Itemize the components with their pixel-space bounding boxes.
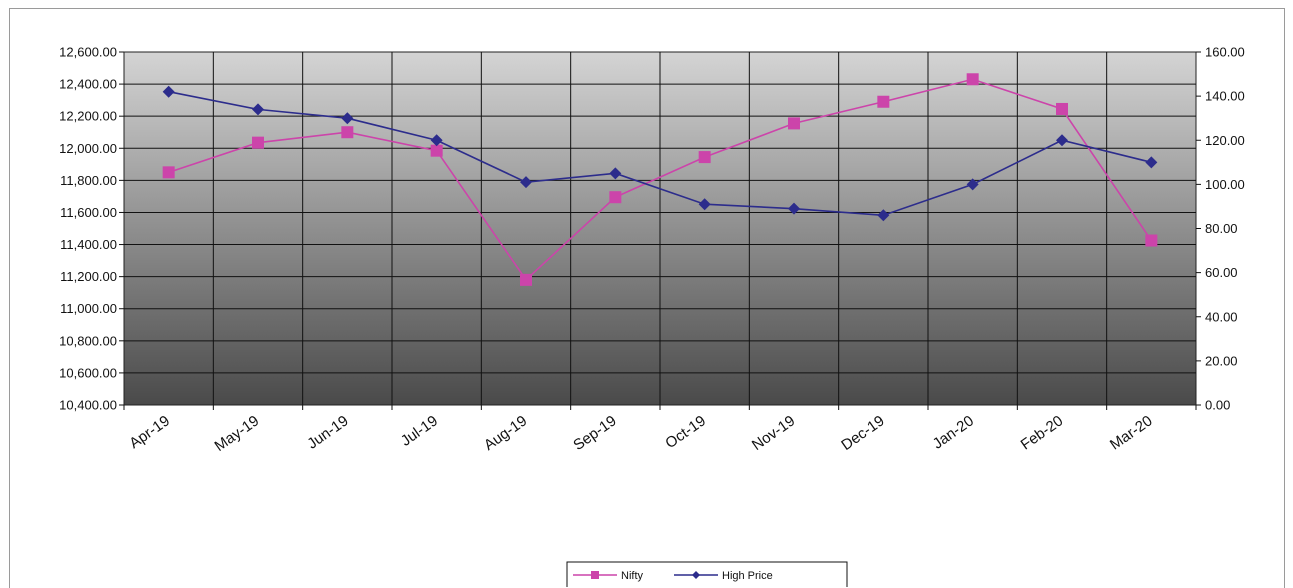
right-tick-label: 120.00 (1205, 133, 1245, 148)
data-point-high-price (341, 112, 354, 125)
data-point-high-price (788, 202, 800, 215)
series-line-nifty (168, 78, 1152, 282)
data-point-nifty (698, 151, 711, 164)
left-tick-label: 11,800.00 (60, 173, 117, 188)
data-point-high-price (430, 134, 443, 147)
right-tick-label: 60.00 (1205, 265, 1238, 280)
data-point-high-price (877, 209, 890, 222)
x-category-label: May-19 (212, 412, 263, 455)
right-y-axis: 160.00 140.00 120.00 100.00 80.00 60.00 40.00 2… (1196, 45, 1245, 413)
left-tick-label: 11,200.00 (60, 269, 117, 284)
x-category-label: Apr-19 (126, 412, 173, 452)
right-tick-label: 140.00 (1205, 89, 1245, 104)
data-point-high-price (609, 167, 622, 180)
x-axis: Apr-19 May-19 Jun-19 Jul-19 Aug-19 Sep-19 Oct-… (123, 405, 1197, 455)
grid-lines (124, 52, 1196, 405)
left-tick-label: 12,200.00 (59, 109, 117, 124)
data-point-nifty (341, 126, 354, 139)
series-line-high-price (168, 90, 1152, 217)
data-point-high-price (1056, 134, 1068, 147)
series-layer (162, 73, 1158, 286)
x-category-label: Oct-19 (662, 412, 709, 452)
data-point-nifty (966, 73, 979, 86)
x-category-label: Sep-19 (570, 412, 619, 454)
legend-label: High Price (722, 570, 773, 582)
x-category-label: Dec-19 (838, 412, 887, 454)
right-tick-label: 0.00 (1205, 398, 1230, 413)
right-tick-label: 100.00 (1205, 177, 1245, 192)
data-point-high-price (1145, 156, 1158, 169)
left-tick-label: 11,400.00 (60, 237, 117, 252)
x-category-label: Mar-20 (1107, 412, 1156, 453)
x-category-label: Feb-20 (1018, 412, 1067, 453)
data-point-high-price (520, 176, 532, 189)
legend: Nifty High Price (566, 561, 848, 587)
x-category-label: Jun-19 (304, 412, 351, 452)
data-point-nifty (162, 166, 175, 179)
data-point-nifty (877, 95, 890, 108)
left-y-axis: 12,600.00 12,400.00 12,200.00 12,000.00 11,8… (59, 45, 124, 413)
left-tick-label: 11,000.00 (60, 301, 117, 316)
legend-marker (692, 571, 700, 579)
left-tick-label: 11,600.00 (60, 205, 117, 220)
left-tick-label: 10,600.00 (59, 365, 117, 380)
data-point-high-price (698, 198, 711, 211)
right-tick-label: 40.00 (1205, 309, 1238, 324)
left-tick-label: 12,000.00 (59, 141, 117, 156)
line-chart: 12,600.00 12,400.00 12,200.00 12,000.00 11,8… (59, 45, 1245, 587)
data-point-nifty (1145, 234, 1158, 247)
data-point-nifty (520, 273, 532, 286)
left-tick-label: 10,400.00 (59, 398, 117, 413)
data-point-nifty (788, 117, 800, 130)
right-tick-label: 20.00 (1205, 353, 1238, 368)
legend-marker (591, 571, 599, 579)
chart-frame: 12,600.00 12,400.00 12,200.00 12,000.00 11,8… (9, 8, 1285, 588)
data-point-nifty (1056, 102, 1068, 115)
left-tick-label: 12,400.00 (59, 77, 117, 92)
legend-label: Nifty (621, 570, 644, 582)
data-point-high-price (162, 85, 175, 98)
data-point-high-price (966, 178, 979, 191)
data-point-nifty (252, 136, 264, 149)
right-tick-label: 80.00 (1205, 221, 1238, 236)
x-category-label: Jul-19 (398, 412, 441, 449)
data-point-nifty (430, 144, 443, 157)
x-category-label: Aug-19 (481, 412, 530, 454)
left-tick-label: 12,600.00 (59, 45, 117, 60)
right-tick-label: 160.00 (1205, 45, 1245, 60)
data-point-high-price (252, 103, 264, 116)
data-point-nifty (609, 191, 622, 204)
left-tick-label: 10,800.00 (59, 333, 117, 348)
x-category-label: Nov-19 (749, 412, 798, 454)
x-category-label: Jan-20 (930, 412, 977, 452)
